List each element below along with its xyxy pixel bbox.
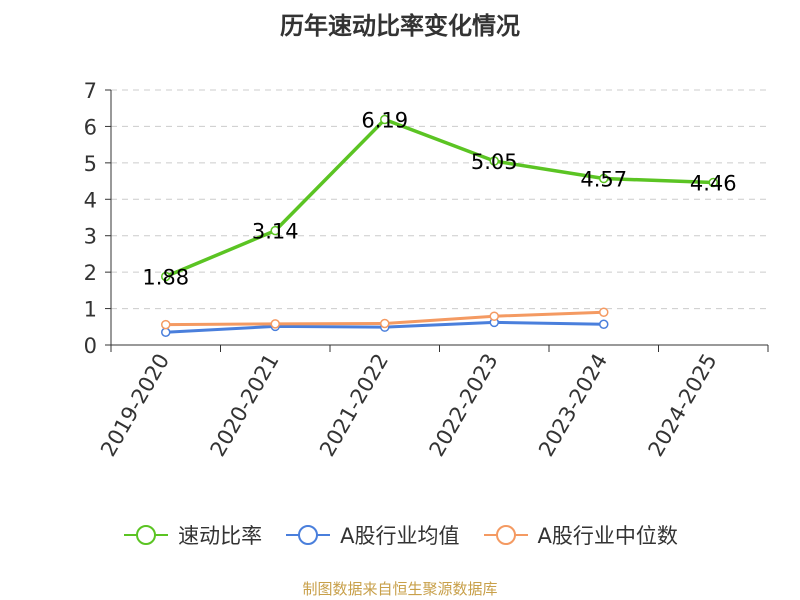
y-tick-label: 6 [84,115,97,139]
data-point [270,225,280,236]
legend-marker-quick-ratio [124,525,169,545]
data-point [489,311,499,321]
data-point [708,177,718,188]
y-tick-label: 3 [84,225,97,249]
data-point [380,114,390,125]
x-tick-label: 2021-2022 [315,350,393,461]
data-point [599,319,609,329]
legend: 速动比率 A股行业均值 A股行业中位数 [0,520,800,550]
y-tick-label: 5 [84,152,97,176]
legend-item-quick-ratio[interactable]: 速动比率 [122,520,262,550]
x-tick-label: 2023-2024 [534,350,612,461]
x-tick-label: 2022-2023 [425,350,503,461]
data-point [489,156,499,166]
y-tick-label: 7 [84,79,97,103]
legend-label-industry-mean: A股行业均值 [340,524,460,548]
legend-marker-industry-median [483,525,528,545]
data-point [599,173,609,184]
legend-item-industry-median[interactable]: A股行业中位数 [482,520,678,550]
data-label: 4.57 [580,168,627,192]
chart-title: 历年速动比率变化情况 [280,12,520,40]
data-point [599,307,609,317]
y-tick-label: 0 [84,334,97,358]
data-label: 4.46 [690,172,737,196]
legend-label-quick-ratio: 速动比率 [178,524,263,548]
data-label: 5.05 [471,150,518,174]
legend-dot [298,525,319,545]
y-tick-label: 1 [84,298,97,322]
data-label: 1.88 [142,266,189,290]
data-point [161,271,171,282]
y-tick-label: 2 [84,261,97,285]
legend-item-industry-mean[interactable]: A股行业均值 [284,520,460,550]
x-tick-label: 2024-2025 [644,350,722,461]
data-label: 3.14 [252,220,299,244]
legend-label-industry-median: A股行业中位数 [537,524,678,548]
y-tick-label: 4 [84,188,97,212]
x-tick-label: 2020-2021 [206,350,284,461]
series-line [165,117,714,279]
data-point [161,319,171,330]
source-note: 制图数据来自恒生聚源数据库 [302,580,498,598]
data-point [380,318,390,329]
legend-marker-industry-mean [286,525,331,545]
legend-dot [495,525,516,545]
data-point [161,327,171,337]
data-label: 6.19 [361,109,408,133]
data-point [270,319,280,329]
legend-dot [136,525,157,545]
x-tick-label: 2019-2020 [96,350,174,461]
